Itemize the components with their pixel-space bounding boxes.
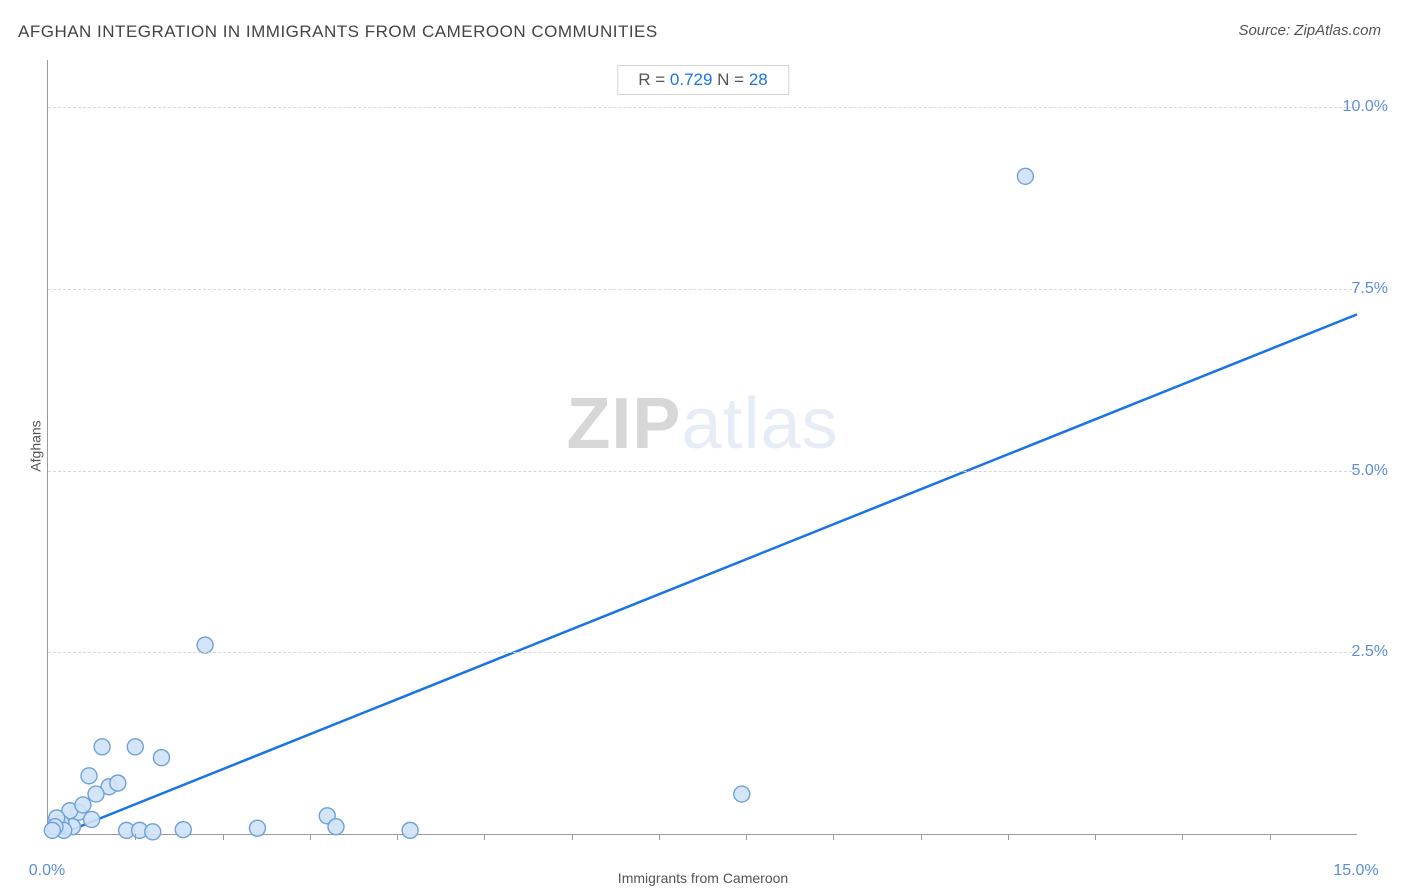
x-tick [659,834,660,840]
gridline-h [48,107,1357,108]
chart-title: AFGHAN INTEGRATION IN IMMIGRANTS FROM CA… [18,22,658,42]
n-value: 28 [749,70,768,89]
x-tick [1182,834,1183,840]
y-tick-label: 5.0% [1352,462,1388,480]
data-point [110,775,126,791]
x-tick [833,834,834,840]
data-point [84,811,100,827]
scatter-svg [48,60,1357,834]
data-point [88,786,104,802]
data-point [734,786,750,802]
y-axis-label: Afghans [28,420,44,471]
x-tick-label: 15.0% [1333,862,1378,880]
x-tick [1270,834,1271,840]
data-point [328,819,344,835]
data-point [81,768,97,784]
source-attribution: Source: ZipAtlas.com [1238,22,1381,39]
correlation-stats-box: R = 0.729 N = 28 [617,65,789,95]
data-point [402,822,418,838]
r-label: R = [638,70,670,89]
x-tick [135,834,136,840]
y-tick-label: 7.5% [1352,280,1388,298]
data-point [153,750,169,766]
x-tick-label: 0.0% [29,862,65,880]
trend-line [61,314,1357,834]
x-tick [1095,834,1096,840]
data-point [75,797,91,813]
x-axis-label: Immigrants from Cameroon [618,870,788,886]
data-point [1017,168,1033,184]
x-tick [223,834,224,840]
data-point [145,824,161,840]
x-tick [484,834,485,840]
x-tick [746,834,747,840]
x-tick [310,834,311,840]
gridline-h [48,652,1357,653]
data-point [249,820,265,836]
scatter-plot-area: ZIPatlas [47,60,1357,835]
y-tick-label: 2.5% [1352,643,1388,661]
gridline-h [48,471,1357,472]
data-point [197,637,213,653]
r-value: 0.729 [670,70,713,89]
gridline-h [48,289,1357,290]
y-tick-label: 10.0% [1343,98,1388,116]
n-label: N = [712,70,748,89]
x-tick [921,834,922,840]
x-tick [397,834,398,840]
data-point [127,739,143,755]
x-tick [572,834,573,840]
data-point [175,822,191,838]
data-point [94,739,110,755]
data-point [44,822,60,838]
x-tick [1008,834,1009,840]
